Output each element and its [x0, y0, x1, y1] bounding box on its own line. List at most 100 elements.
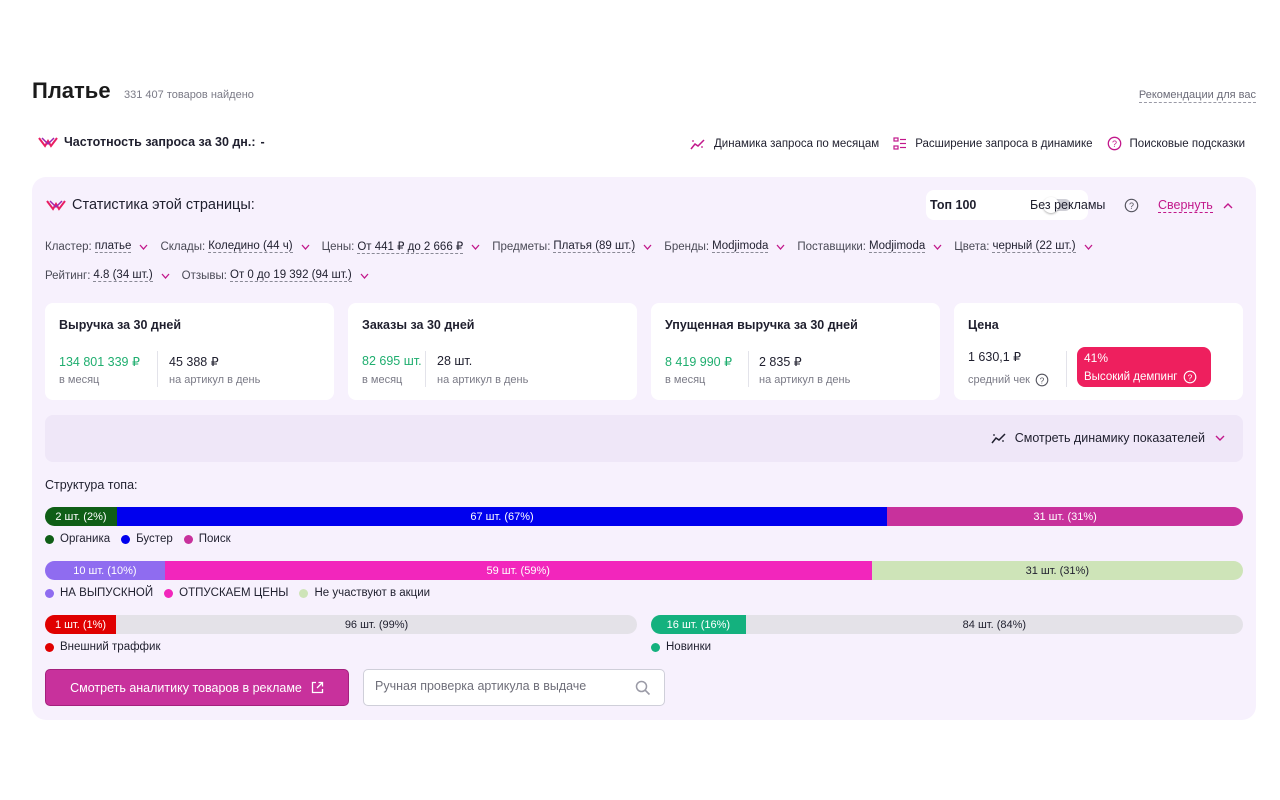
lost-revenue-card: Упущенная выручка за 30 дней 8 419 990 ₽…: [651, 303, 940, 400]
bar-segment: 59 шт. (59%): [164, 561, 872, 580]
structure-bar-external-traffic: 1 шт. (1%) 96 шт. (99%): [45, 615, 637, 634]
chevron-down-icon: [161, 273, 170, 279]
filter-subjects[interactable]: Предметы: Платья (89 шт.): [492, 240, 652, 253]
legend-label: Не участвуют в акции: [314, 587, 431, 599]
dynamics-bar: Смотреть динамику показателей: [45, 415, 1243, 462]
structure-bar-promotions: 10 шт. (10%) 59 шт. (59%) 31 шт. (31%): [45, 561, 1243, 580]
legend-dot: [651, 642, 660, 652]
brand-logo-icon: [38, 137, 58, 148]
filters-row: Кластер: платье Склады: Коледино (44 ч) Це…: [45, 239, 1105, 254]
legend: Новинки: [651, 641, 722, 653]
legend: НА ВЫПУСКНОЙ ОТПУСКАЕМ ЦЕНЫ Не участвуют в…: [45, 587, 441, 599]
dynamics-link[interactable]: Смотреть динамику показателей: [991, 431, 1225, 445]
ad-analytics-button[interactable]: Смотреть аналитику товаров в рекламе: [45, 669, 349, 706]
svg-text:?: ?: [1040, 375, 1045, 385]
filter-prices[interactable]: Цены: От 441 ₽ до 2 666 ₽: [322, 239, 481, 254]
help-icon[interactable]: ?: [1183, 370, 1197, 384]
question-icon: ?: [1107, 136, 1121, 151]
legend-label: Бустер: [136, 533, 173, 545]
legend-item: Бустер: [121, 533, 173, 545]
trend-chart-icon: [991, 433, 1006, 444]
chevron-down-icon: [301, 244, 310, 250]
no-ads-toggle[interactable]: [1043, 197, 1071, 213]
price-card: Цена 1 630,1 ₽ средний чек ? 41% Высокий…: [954, 303, 1243, 400]
trend-chart-icon: [690, 138, 705, 149]
legend-dot: [164, 588, 174, 598]
recommendations-link[interactable]: Рекомендации для вас: [1138, 89, 1256, 103]
filters-row: Рейтинг: 4.8 (34 шт.) Отзывы: От 0 до 19 3…: [45, 269, 381, 282]
legend-label: Поиск: [198, 533, 231, 545]
legend-dot: [45, 534, 54, 544]
structure-bar-ad-types: 2 шт. (2%) 67 шт. (67%) 31 шт. (31%): [45, 507, 1243, 526]
filter-suppliers[interactable]: Поставщики: Modjimoda: [797, 240, 942, 253]
brand-logo-icon: [46, 200, 66, 211]
bar-segment: 31 шт. (31%): [887, 507, 1243, 526]
help-icon[interactable]: ?: [1124, 198, 1139, 213]
bar-segment: 10 шт. (10%): [45, 561, 165, 580]
legend-item: Не участвуют в акции: [299, 587, 430, 599]
filter-reviews[interactable]: Отзывы: От 0 до 19 392 (94 шт.): [182, 269, 369, 282]
svg-text:?: ?: [1187, 372, 1192, 382]
chevron-up-icon: [1223, 202, 1233, 208]
legend-dot: [299, 588, 309, 598]
legend-dot: [183, 534, 193, 544]
chevron-down-icon: [643, 244, 652, 250]
legend-item: Поиск: [183, 533, 231, 545]
filter-cluster[interactable]: Кластер: платье: [45, 240, 148, 253]
chevron-down-icon: [776, 244, 785, 250]
legend-item: ОТПУСКАЕМ ЦЕНЫ: [164, 587, 288, 599]
bar-segment: 31 шт. (31%): [871, 561, 1243, 580]
article-check-field: [363, 669, 665, 706]
legend-dot: [45, 642, 54, 652]
chevron-down-icon: [933, 244, 942, 250]
article-check-input[interactable]: [375, 679, 625, 693]
no-ads-label: Без рекламы: [1030, 198, 1106, 212]
frequency-row: Частотность запроса за 30 дн.: -: [38, 135, 265, 149]
structure-bar-new-items: 16 шт. (16%) 84 шт. (84%): [651, 615, 1243, 634]
svg-text:?: ?: [1112, 139, 1117, 149]
lost-revenue-per-item-value: 2 835 ₽: [759, 355, 802, 369]
chevron-down-icon: [360, 273, 369, 279]
orders-month-value: 82 695 шт.: [362, 354, 422, 368]
filter-warehouses[interactable]: Склады: Коледино (44 ч): [160, 240, 310, 253]
revenue-card: Выручка за 30 дней 134 801 339 ₽ в месяц…: [45, 303, 334, 400]
frequency-label: Частотность запроса за 30 дн.:: [64, 135, 256, 149]
filter-brands[interactable]: Бренды: Modjimoda: [664, 240, 785, 253]
found-count: 331 407 товаров найдено: [124, 89, 254, 101]
top100-toggle-group: Топ 100: [926, 190, 1088, 220]
top-links: Динамика запроса по месяцам Расширение з…: [676, 136, 1245, 151]
stats-title: Статистика этой страницы:: [46, 197, 255, 213]
legend-dot: [121, 534, 131, 544]
top100-label: Топ 100: [930, 198, 977, 212]
search-hints-link[interactable]: ? Поисковые подсказки: [1107, 136, 1245, 151]
help-icon[interactable]: ?: [1035, 373, 1049, 387]
query-dynamics-link[interactable]: Динамика запроса по месяцам: [690, 138, 879, 150]
bar-segment: 67 шт. (67%): [116, 507, 888, 526]
legend: Органика Бустер Поиск: [45, 533, 242, 545]
external-link-icon: [311, 681, 324, 694]
chevron-down-icon: [1215, 435, 1225, 441]
legend-label: НА ВЫПУСКНОЙ: [60, 587, 154, 599]
bar-segment: 16 шт. (16%): [651, 615, 746, 634]
bar-segment: 1 шт. (1%): [45, 615, 117, 634]
query-expansion-link[interactable]: Расширение запроса в динамике: [893, 136, 1093, 151]
frequency-value: -: [260, 135, 265, 149]
filter-colors[interactable]: Цвета: черный (22 шт.): [954, 240, 1093, 253]
legend-label: ОТПУСКАЕМ ЦЕНЫ: [179, 587, 289, 599]
chevron-down-icon: [1084, 244, 1093, 250]
legend: Внешний траффик: [45, 641, 171, 653]
dumping-badge: 41% Высокий демпинг ?: [1077, 347, 1211, 387]
search-icon[interactable]: [635, 680, 651, 696]
page-title: Платье: [32, 78, 111, 103]
orders-per-item-value: 28 шт.: [437, 354, 473, 368]
average-check-value: 1 630,1 ₽: [968, 350, 1022, 364]
legend-dot: [45, 588, 54, 598]
legend-item: Новинки: [651, 641, 711, 653]
collapse-button[interactable]: Свернуть: [1158, 198, 1233, 213]
legend-label: Новинки: [666, 641, 712, 653]
revenue-per-item-value: 45 388 ₽: [169, 355, 219, 369]
filter-rating[interactable]: Рейтинг: 4.8 (34 шт.): [45, 269, 170, 282]
bar-segment: 2 шт. (2%): [45, 507, 117, 526]
stats-panel: Статистика этой страницы: Топ 100 Без ре…: [32, 177, 1256, 720]
chevron-down-icon: [139, 244, 148, 250]
